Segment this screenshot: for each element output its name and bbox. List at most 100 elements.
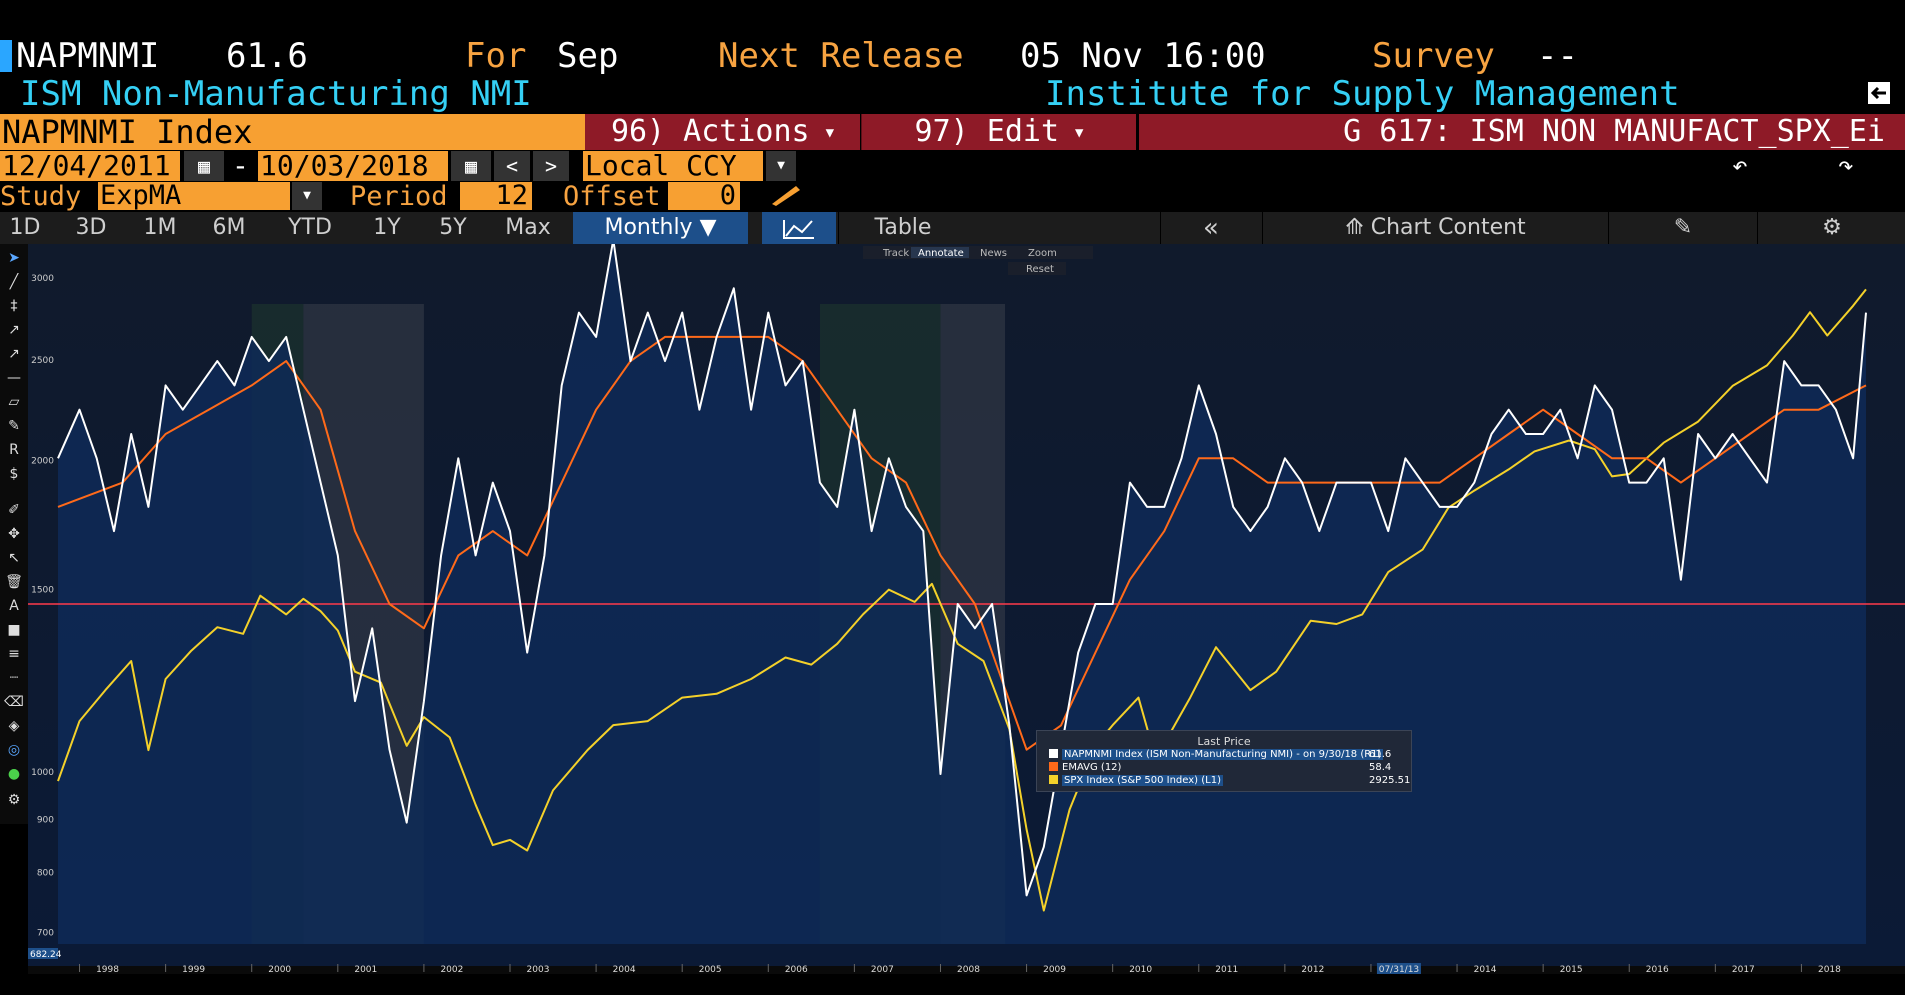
range-1y[interactable]: 1Y	[373, 215, 401, 240]
news-button[interactable]: News	[980, 248, 1007, 259]
year-label: 2005	[699, 965, 722, 974]
source-name: Institute for Supply Management	[1045, 74, 1680, 114]
reset-box	[1008, 262, 1066, 275]
dotted-tool-icon[interactable]: ┈	[9, 670, 19, 686]
last-value: 61.6	[226, 36, 308, 76]
start-date-field[interactable]: 12/04/2011	[0, 151, 180, 181]
year-label: 2002	[440, 965, 463, 974]
range-5y[interactable]: 5Y	[439, 215, 467, 240]
pointer-icon[interactable]: ➤	[8, 250, 20, 266]
chevron-down-icon[interactable]: ▼	[292, 182, 322, 210]
range-3d[interactable]: 3D	[75, 215, 107, 240]
collapse-icon[interactable]: «	[1160, 212, 1261, 244]
range-max[interactable]: Max	[505, 215, 551, 240]
frequency-label: Monthly	[604, 215, 693, 240]
text-tool-icon[interactable]: A	[9, 598, 19, 614]
caret-down-icon: ▼	[825, 124, 835, 141]
settings-tool-icon[interactable]: ⚙	[7, 792, 21, 808]
line-chart-button[interactable]	[762, 212, 836, 244]
next-icon[interactable]: >	[533, 151, 569, 181]
hline-tool-icon[interactable]: —	[7, 370, 21, 386]
annotate-edit-icon[interactable]: ✎	[1608, 212, 1757, 244]
currency-select[interactable]: Local CCY	[583, 151, 763, 181]
line-tool-icon[interactable]: ╱	[9, 274, 19, 290]
trash-icon[interactable]: 🗑	[5, 574, 23, 590]
range-1m[interactable]: 1M	[143, 215, 177, 240]
range-1d[interactable]: 1D	[9, 215, 41, 240]
period-field[interactable]: 12	[460, 182, 532, 210]
undo-icon[interactable]: ↶	[1700, 151, 1780, 181]
table-tab[interactable]: Table	[838, 212, 967, 244]
previous-icon[interactable]: <	[494, 151, 530, 181]
legend-swatch	[1049, 762, 1058, 771]
ticker-marker	[0, 40, 12, 72]
palette-icon[interactable]: ●	[7, 766, 21, 782]
fib-tool-icon[interactable]: $	[9, 466, 19, 482]
chart-content-tab[interactable]: ⟰ Chart Content	[1262, 212, 1608, 244]
end-date-field[interactable]: 10/03/2018	[258, 151, 448, 181]
gear-icon[interactable]: ⚙	[1757, 212, 1905, 244]
next-release-label: Next Release	[718, 36, 964, 76]
drawing-tools: ➤ ╱ ‡ ↗ ↗ — ▱ ✎ R $ ✐ ✥ ↖ 🗑 A ■ ≡ ┈ ⌫ ◈ …	[0, 244, 28, 824]
reset-button[interactable]: Reset	[1026, 264, 1054, 275]
actions-label: 96) Actions	[610, 114, 810, 149]
track-button[interactable]: Track	[882, 248, 909, 259]
move-tool-icon[interactable]: ✥	[8, 526, 20, 542]
redo-icon[interactable]: ↷	[1806, 151, 1886, 181]
range-bar: 1D 3D 1M 6M YTD 1Y 5Y Max Monthly ▼ Tabl…	[0, 212, 1905, 244]
circle-tool-icon[interactable]: ◎	[7, 742, 21, 758]
edit-menu[interactable]: 97) Edit ▼	[861, 114, 1136, 150]
offset-label: Offset	[563, 181, 661, 212]
eraser-icon[interactable]: ⌫	[4, 694, 24, 710]
trend-tool-icon[interactable]: ↗	[8, 322, 20, 338]
graph-title: G 617: ISM NON MANUFACT_SPX_Ei	[1137, 114, 1905, 150]
edit-label: 97) Edit	[914, 114, 1060, 149]
security-header: NAPMNMI 61.6 For Sep Next Release 05 Nov…	[0, 30, 1905, 80]
ticker[interactable]: NAPMNMI	[16, 36, 160, 76]
frequency-select[interactable]: Monthly ▼	[573, 212, 748, 244]
shapes-tool-icon[interactable]: ◈	[8, 718, 20, 734]
export-icon[interactable]	[1866, 80, 1892, 106]
chevron-down-icon[interactable]: ▼	[766, 151, 796, 181]
year-label: 2010	[1129, 965, 1152, 974]
security-name: ISM Non-Manufacturing NMI	[20, 74, 532, 114]
year-label: 2018	[1818, 965, 1841, 974]
pen-tool-icon[interactable]: ✐	[8, 502, 20, 518]
year-label: 2008	[957, 965, 980, 974]
line-chart: 3000 2500 2000 1500 1000 900 800 700 682.24 1998…	[28, 244, 1905, 974]
zoom-button[interactable]: Zoom	[1028, 248, 1057, 259]
study-controls: Study ExpMA ▼ Period 12 Offset 0	[0, 182, 1905, 212]
box-tool-icon[interactable]: ■	[7, 622, 21, 638]
brush-tool-icon[interactable]: ✎	[8, 418, 20, 434]
x-axis-strip	[28, 966, 1905, 974]
percent-tool-icon[interactable]: ‡	[10, 298, 18, 314]
actions-menu[interactable]: 96) Actions ▼	[585, 114, 860, 150]
left-axis-marker	[28, 948, 58, 959]
line-chart-icon	[783, 220, 814, 239]
caret-down-icon: ▼	[1075, 124, 1084, 141]
left-tick-label: 1500	[31, 586, 54, 596]
index-label[interactable]: NAPMNMI Index	[0, 114, 585, 150]
pencil-icon[interactable]	[768, 184, 804, 208]
ray-tool-icon[interactable]: ↗	[8, 346, 20, 362]
annotate-button[interactable]: Annotate	[918, 248, 964, 259]
chart-area[interactable]: 3000 2500 2000 1500 1000 900 800 700 682.24 1998…	[28, 244, 1905, 974]
select-tool-icon[interactable]: ↖	[8, 550, 20, 566]
range-ytd[interactable]: YTD	[288, 215, 332, 240]
spx-line	[57, 288, 1867, 912]
calendar-icon[interactable]: ▦	[184, 151, 224, 181]
offset-field[interactable]: 0	[668, 182, 740, 210]
lines-tool-icon[interactable]: ≡	[8, 646, 20, 662]
legend-swatch	[1049, 749, 1058, 758]
channel-tool-icon[interactable]: ▱	[8, 394, 20, 410]
study-select[interactable]: ExpMA	[98, 182, 290, 210]
next-release-value: 05 Nov 16:00	[1020, 36, 1266, 76]
year-label: 2015	[1560, 965, 1583, 974]
year-label: 2006	[785, 965, 808, 974]
legend-row-ema: EMAVG (12)	[1049, 762, 1121, 774]
year-label: 2007	[871, 965, 894, 974]
date-controls: 12/04/2011 ▦ - 10/03/2018 ▦ < > Local CC…	[0, 150, 1905, 182]
calendar-icon[interactable]: ▦	[451, 151, 491, 181]
retracement-tool-icon[interactable]: R	[9, 442, 19, 458]
range-6m[interactable]: 6M	[212, 215, 246, 240]
